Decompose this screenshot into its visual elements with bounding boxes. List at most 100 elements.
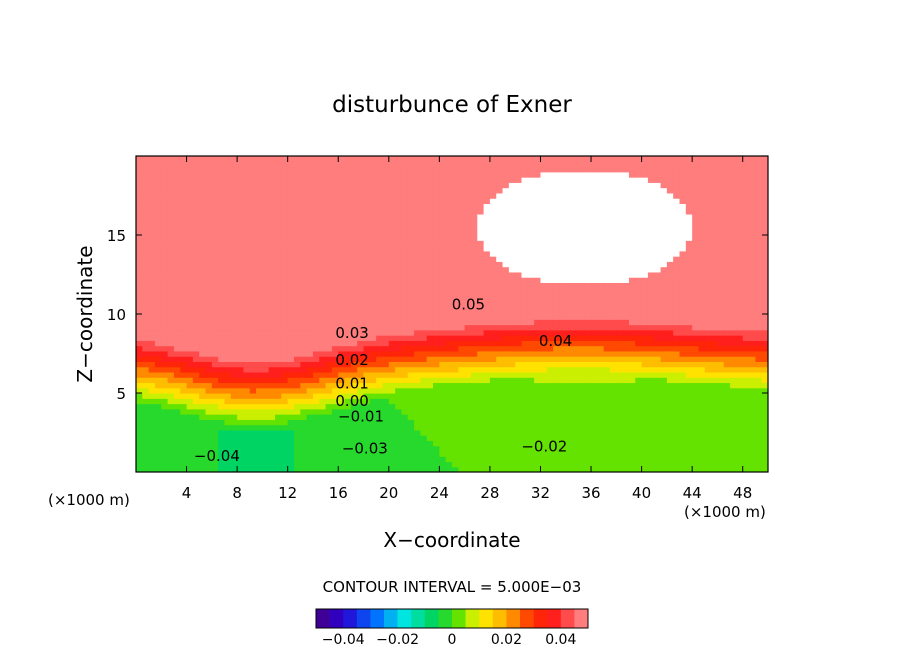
field-cell (395, 266, 403, 273)
field-cell (312, 403, 320, 410)
field-cell (521, 271, 529, 278)
field-cell (439, 435, 447, 441)
field-cell (287, 461, 295, 468)
field-cell (281, 429, 289, 436)
field-cell (628, 466, 636, 472)
field-cell (502, 361, 510, 368)
field-cell (534, 340, 542, 347)
field-cell (458, 445, 466, 452)
field-cell (186, 329, 194, 336)
field-cell (527, 250, 535, 257)
field-cell (312, 466, 320, 472)
field-cell (540, 382, 548, 389)
field-cell (136, 292, 143, 299)
field-cell (148, 192, 156, 199)
field-cell (338, 440, 346, 447)
field-cell (167, 261, 175, 268)
field-cell (603, 335, 611, 341)
field-cell (610, 408, 617, 415)
field-cell (534, 271, 542, 278)
field-cell (572, 156, 579, 162)
field-cell (300, 329, 308, 336)
field-cell (502, 445, 510, 452)
field-cell (344, 282, 352, 289)
field-cell (433, 245, 440, 252)
field-cell (534, 171, 542, 178)
field-cell (565, 466, 573, 472)
field-cell (369, 314, 377, 320)
field-cell (224, 240, 232, 247)
field-cell (534, 240, 542, 247)
field-cell (344, 256, 352, 262)
field-cell (515, 208, 523, 215)
field-cell (521, 235, 529, 241)
field-cell (483, 335, 491, 341)
field-cell (262, 461, 270, 468)
field-cell (306, 350, 314, 357)
field-cell (256, 345, 263, 352)
field-cell (515, 387, 523, 394)
field-cell (357, 393, 365, 399)
field-cell (622, 324, 630, 331)
field-cell (325, 419, 333, 426)
field-cell (527, 319, 535, 326)
field-cell (559, 466, 567, 472)
field-cell (256, 177, 263, 183)
field-cell (445, 235, 453, 241)
field-cell (610, 277, 617, 283)
field-cell (660, 398, 668, 405)
field-cell (584, 308, 592, 315)
field-cell (344, 393, 352, 399)
field-cell (338, 298, 346, 305)
field-cell (470, 466, 478, 472)
field-cell (136, 435, 143, 441)
field-cell (641, 456, 649, 463)
field-cell (420, 166, 428, 173)
field-cell (565, 340, 573, 347)
field-cell (565, 213, 573, 220)
field-cell (363, 235, 371, 241)
field-cell (243, 361, 251, 368)
field-cell (420, 398, 428, 405)
field-cell (414, 429, 421, 436)
field-cell (414, 271, 421, 278)
field-cell (142, 240, 150, 247)
field-cell (565, 314, 573, 320)
field-cell (401, 440, 409, 447)
field-cell (445, 345, 453, 352)
field-cell (508, 287, 516, 294)
field-cell (388, 356, 396, 362)
field-cell (230, 250, 238, 257)
field-cell (477, 308, 485, 315)
field-cell (331, 435, 339, 441)
field-cell (527, 229, 535, 236)
field-cell (243, 329, 251, 336)
field-cell (654, 287, 662, 294)
field-cell (515, 229, 523, 236)
field-cell (376, 403, 384, 410)
field-cell (489, 435, 497, 441)
field-cell (262, 192, 270, 199)
field-cell (433, 408, 440, 415)
field-cell (439, 245, 447, 252)
field-cell (597, 166, 605, 173)
field-cell (483, 408, 491, 415)
field-cell (338, 424, 346, 431)
field-cell (148, 219, 156, 226)
field-cell (319, 198, 327, 204)
field-cell (262, 398, 270, 405)
field-cell (553, 245, 561, 252)
field-cell (578, 329, 586, 336)
field-cell (635, 335, 643, 341)
field-cell (268, 235, 276, 241)
field-cell (363, 224, 371, 231)
field-cell (256, 319, 263, 326)
field-cell (369, 292, 377, 299)
field-cell (268, 371, 276, 378)
field-cell (180, 361, 188, 368)
field-cell (572, 429, 579, 436)
field-cell (325, 450, 333, 457)
field-cell (312, 435, 320, 441)
field-cell (641, 166, 649, 173)
field-cell (275, 235, 282, 241)
